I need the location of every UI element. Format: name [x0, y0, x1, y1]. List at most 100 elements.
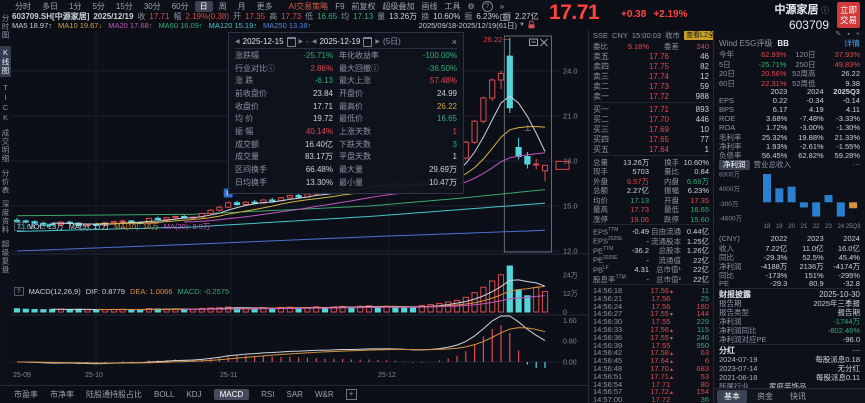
gear-icon[interactable]: ⚙: [467, 1, 475, 11]
rail-K线图[interactable]: K线图: [0, 45, 11, 77]
valuation-row: PETTM -36.2 总股本 1.26亿: [593, 245, 709, 256]
svg-text:1.60: 1.60: [563, 318, 577, 325]
prev-icon[interactable]: ◀: [235, 39, 240, 45]
cny-row: 同比 -173% 151% -295%: [719, 271, 860, 280]
tab-SAR[interactable]: SAR: [286, 390, 303, 399]
next-icon[interactable]: ▶: [375, 39, 381, 45]
order-level: 买三 17.69 10: [593, 124, 709, 134]
tab-KDJ[interactable]: KDJ: [186, 390, 202, 399]
cny-row: PE -29.3 80.9 -32.8: [719, 279, 860, 288]
tab-日[interactable]: 日: [194, 0, 213, 12]
tick-row: 14:56:24 17.56 180: [593, 301, 709, 311]
order-level: 卖五 17.76 46: [593, 51, 709, 61]
tool-画线[interactable]: 画线: [421, 1, 438, 11]
tab-W&R[interactable]: W&R: [314, 390, 334, 399]
tab-营业总收入[interactable]: 营业总收入: [753, 160, 792, 169]
tab-多日[interactable]: 多日: [42, 1, 58, 11]
tab-1分[interactable]: 1分: [69, 1, 82, 11]
edit-icon[interactable]: ✎: [835, 31, 842, 38]
tab-更多[interactable]: 更多: [256, 1, 273, 11]
order-level: 买一 17.71 893: [593, 104, 709, 114]
tick-row: 14:56:18 17.56▴ 11: [593, 286, 709, 295]
cny-row: 收入 7.22亿 11.0亿 16.0亿: [719, 244, 860, 253]
date-range-selector[interactable]: 2025/09/18-2025/12/19(61日) ▼: [419, 20, 536, 31]
tick-row: 14:56:36 17.55▾ 246: [593, 332, 709, 342]
question-chip[interactable]: ?: [14, 222, 24, 231]
tab-MACD[interactable]: MACD: [213, 389, 250, 400]
tab-BOLL[interactable]: BOLL: [154, 390, 175, 399]
tab-周[interactable]: 周: [218, 1, 227, 11]
tab-陆股通持股占比[interactable]: 陆股通持股占比: [86, 390, 142, 399]
dividend-row: 2024-07-19 每股派息0.18: [719, 355, 860, 364]
tab-净利润[interactable]: 净利润: [719, 159, 750, 170]
lock-icon[interactable]: [527, 20, 536, 31]
prev-icon[interactable]: ◀: [311, 39, 317, 45]
add-indicator-icon[interactable]: +: [345, 389, 357, 400]
info-seg: 收: [137, 12, 146, 21]
tab-资金[interactable]: 资金: [757, 391, 773, 401]
tab-30分[interactable]: 30分: [143, 1, 161, 11]
more-icon[interactable]: »: [499, 1, 505, 11]
range-start-date[interactable]: 2025-12-15: [242, 37, 284, 46]
stat-row: 成交量 83.17万 平盘天数 1: [235, 152, 457, 162]
cny-header: (CNY) 2022 2023 2024: [719, 234, 860, 243]
question-chip[interactable]: ?: [14, 287, 24, 296]
svg-text:25Q3: 25Q3: [846, 224, 861, 230]
add-icon[interactable]: +: [855, 30, 860, 38]
rail-超级复盘[interactable]: 超级复盘: [1, 240, 10, 274]
rail-TICK[interactable]: TICK: [1, 82, 10, 123]
info-icon[interactable]: ⓘ: [821, 6, 829, 15]
valuation-row: PE2025E - 流通值 22亿: [593, 255, 709, 265]
tool-AI交易策略[interactable]: AI交易策略: [288, 1, 329, 11]
camera-icon[interactable]: [500, 13, 510, 23]
tab-分时[interactable]: 分时: [15, 1, 31, 11]
svg-text:F: F: [226, 191, 230, 198]
fin-header: 2023 2024 2025Q3: [770, 87, 860, 96]
calendar-icon[interactable]: [363, 36, 373, 47]
period-tabs: 分时 多日 1分 5分 15分 30分 60分日周月更多: [10, 0, 278, 12]
stat-row: 总额 2.27亿 振幅 6.23%: [593, 186, 709, 195]
tool-工具[interactable]: 工具: [444, 1, 461, 11]
tab-5分[interactable]: 5分: [92, 1, 105, 11]
tab-RSI[interactable]: RSI: [261, 390, 275, 399]
ma-item: MA120 15.19↑: [208, 21, 258, 30]
kline-chart[interactable]: 24.0 21.0 18.0 15.0 12.0 24万 12万 0 1.60 0.80 0.00 2…: [11, 30, 588, 385]
tool-前复权[interactable]: 前复权: [351, 1, 376, 11]
ask-levels: 卖五 17.76 46 卖四 17.75 82 卖三 17.74 12 卖二 17.73 59 卖一 17…: [593, 51, 709, 101]
close-icon[interactable]: ×: [451, 36, 457, 47]
next-icon[interactable]: ▶: [298, 39, 304, 45]
net-profit-bar-chart: 8300万 4000万 -300万 -4600万 18 19 20 21 22 23 24 25Q3: [719, 171, 861, 231]
trade-now-button[interactable]: 立即交易: [837, 2, 860, 28]
rail-分时图[interactable]: 分时图: [1, 14, 10, 40]
ellipsis-icon[interactable]: ⋯: [852, 345, 860, 355]
panel-bottom-tabs: 基本 资金 快讯: [714, 388, 865, 403]
tab-15分[interactable]: 15分: [115, 1, 133, 11]
tab-60分[interactable]: 60分: [171, 1, 189, 11]
tab-基本[interactable]: 基本: [717, 389, 747, 403]
tool-超级叠加[interactable]: 超级叠加: [382, 1, 415, 11]
weibi-row: 委比 9.18% 委差 240: [593, 42, 709, 51]
tab-市盈率[interactable]: 市盈率: [14, 390, 38, 399]
ellipsis-icon[interactable]: ⋯: [852, 160, 861, 169]
tab-快讯[interactable]: 快讯: [790, 391, 806, 401]
range-stats-rows: 涨跌幅 -25.71% 年化收益率 -100.00% 行业对比ⓘ 2.86% 最大回撤ⓘ -3…: [235, 49, 457, 189]
info-seg: 量: [377, 12, 386, 21]
tool-F9[interactable]: F9: [335, 1, 345, 11]
l2-button[interactable]: 查看L2全量: [684, 31, 713, 40]
toolbar-tools: AI交易策略 F9 前复权 超级叠加 画线 工具 ⚙? »: [288, 0, 505, 12]
stat-row: 前收盘价 23.84 开盘价 24.99: [235, 88, 457, 98]
esg-detail-link[interactable]: 详情: [844, 39, 860, 48]
stat-row: 涨停 19.06 跌停 15.60: [593, 214, 709, 224]
tab-月[interactable]: 月: [237, 1, 246, 11]
stat-row: 日均换手 13.30% 最小量 10.47万: [235, 177, 457, 187]
calendar-icon[interactable]: [286, 36, 296, 47]
rail-分价表[interactable]: 分价表: [1, 168, 10, 195]
stat-row: 成交额 16.40亿 下跌天数 3: [235, 139, 457, 149]
help-icon[interactable]: ?: [481, 0, 493, 12]
rail-深度资料[interactable]: 深度资料: [1, 200, 10, 234]
bookmark-icon[interactable]: ▪: [847, 30, 850, 38]
range-end-date[interactable]: 2025-12-19: [319, 37, 361, 46]
up-arrow-icon: ▴: [669, 359, 673, 366]
rail-成交明细[interactable]: 成交明细: [1, 128, 10, 163]
tab-市净率[interactable]: 市净率: [50, 390, 74, 399]
